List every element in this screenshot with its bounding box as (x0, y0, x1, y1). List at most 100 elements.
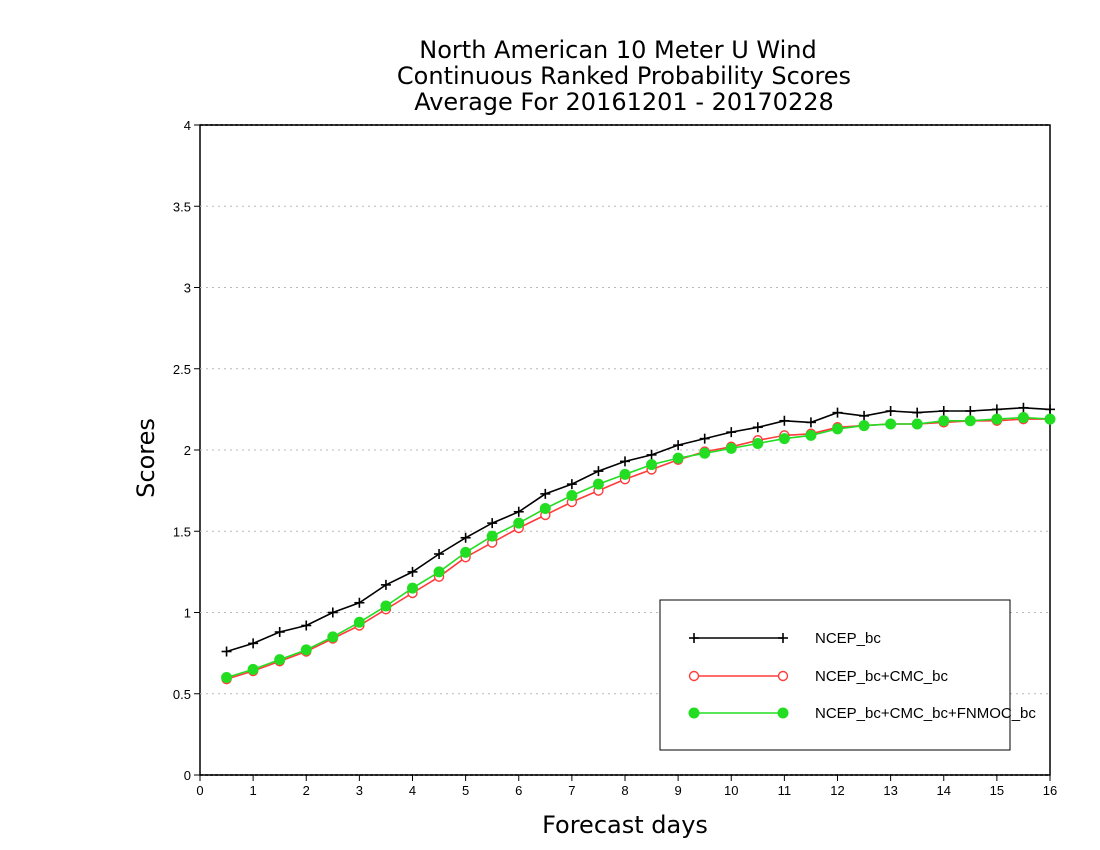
series-1-point (646, 449, 657, 460)
series-layer (221, 402, 1056, 685)
legend-marker-left-1 (689, 633, 699, 643)
series-1-point (779, 415, 790, 426)
y-axis-label: Scores (132, 418, 160, 498)
series-1-point (885, 406, 896, 416)
series-1-point (221, 646, 232, 657)
series-1-point (620, 456, 630, 467)
series-1-point (912, 407, 923, 418)
x-axis-label: Forecast days (542, 811, 708, 839)
x-tick-label: 13 (883, 783, 897, 798)
y-tick-label: 1.5 (173, 524, 191, 539)
series-1-point (327, 607, 338, 618)
series-1-point (965, 406, 976, 416)
series-1-point (1018, 402, 1029, 413)
x-tick-label: 7 (568, 783, 575, 798)
x-tick-label: 9 (675, 783, 682, 798)
series-1-point (513, 506, 524, 517)
series-3-point (460, 546, 472, 558)
series-1-point (726, 427, 737, 438)
series-3-point (991, 413, 1003, 425)
x-tick-label: 16 (1043, 783, 1057, 798)
series-1-point (752, 422, 763, 433)
legend-box (659, 599, 1011, 751)
y-tick-label: 3.5 (173, 199, 191, 214)
series-1-point (487, 518, 498, 529)
x-tick-label: 5 (462, 783, 469, 798)
series-3-point (646, 459, 658, 471)
series-1-point (673, 440, 684, 451)
series-1-point (699, 433, 710, 444)
series-3-point (353, 616, 365, 628)
x-tick-label: 10 (724, 783, 738, 798)
series-3-point (539, 503, 551, 514)
y-tick-label: 0.5 (173, 687, 191, 702)
series-1-point (460, 532, 471, 543)
series-3-point (858, 420, 870, 432)
series-3-point (407, 582, 418, 594)
legend-label-2: NCEP_bc+CMC_bc (815, 668, 948, 685)
series-3-point (832, 423, 843, 435)
series-1-point (991, 404, 1002, 415)
chart-title-line-3: Average For 20161201 - 20170228 (414, 88, 834, 116)
legend: NCEP_bc NCEP_bc+CMC_bc NCEP_bc+CMC_bc+FNMO… (659, 599, 1036, 751)
series-3-point (778, 433, 790, 445)
series-1-point (1045, 404, 1055, 415)
x-tick-label: 1 (250, 783, 257, 798)
series-3-point (380, 600, 392, 612)
series-3-point (327, 631, 339, 643)
series-1-point (380, 579, 391, 590)
series-1-point (248, 638, 259, 649)
series-3-point (221, 672, 233, 683)
y-tick-label: 2.5 (173, 362, 191, 377)
series-3-point (672, 452, 684, 464)
y-tick-label: 0 (184, 768, 191, 783)
series-1-point (301, 620, 312, 631)
series-1-point (832, 407, 843, 418)
x-tick-label: 11 (778, 783, 792, 798)
x-tick-label: 14 (937, 783, 951, 798)
legend-marker-left-3 (688, 707, 700, 719)
legend-marker-right-1 (778, 633, 788, 643)
x-tick-label: 4 (409, 783, 416, 798)
chart-title-line-2: Continuous Ranked Probability Scores (397, 62, 851, 90)
series-3-point (885, 418, 897, 430)
y-tick-label: 3 (184, 281, 191, 296)
series-3-point (513, 517, 525, 529)
x-tick-label: 2 (303, 783, 310, 798)
x-tick-label: 6 (515, 783, 522, 798)
x-tick-label: 8 (621, 783, 628, 798)
series-3-point (1017, 412, 1029, 423)
series-3-point (619, 468, 631, 480)
series-3-point (247, 663, 259, 675)
series-3-point (805, 429, 817, 441)
series-3-point (752, 438, 764, 449)
series-3-point (274, 654, 286, 666)
series-3-point (911, 418, 923, 430)
series-3-point (938, 415, 950, 427)
y-tick-label: 4 (184, 118, 191, 133)
series-1-point (593, 466, 604, 477)
y-tick-label: 1 (184, 606, 191, 621)
series-3-point (300, 644, 312, 656)
legend-label-3: NCEP_bc+CMC_bc+FNMOC_bc (815, 705, 1036, 722)
legend-marker-right-2 (777, 670, 789, 682)
series-3-point (433, 566, 445, 578)
series-3-point (486, 530, 498, 542)
legend-label-1: NCEP_bc (815, 630, 881, 647)
series-1-point (407, 566, 418, 577)
x-tick-label: 12 (830, 783, 844, 798)
series-3-point (566, 490, 578, 501)
chart-title-line-1: North American 10 Meter U Wind (419, 36, 816, 64)
axis-ticks: 00.511.522.533.540 1 2 3 4 5 6 7 8 9 10 11 12 13 14 15 1… (173, 118, 1057, 798)
series-3-point (592, 478, 604, 490)
series-1-point (354, 597, 365, 608)
series-1-point (805, 417, 816, 428)
series-1-point (274, 627, 285, 637)
x-tick-label: 15 (990, 783, 1004, 798)
series-3-point (964, 415, 976, 427)
legend-marker-right-3 (777, 707, 789, 719)
series-1-point (566, 479, 577, 490)
series-1-point (938, 406, 949, 416)
series-3-point (699, 447, 711, 459)
